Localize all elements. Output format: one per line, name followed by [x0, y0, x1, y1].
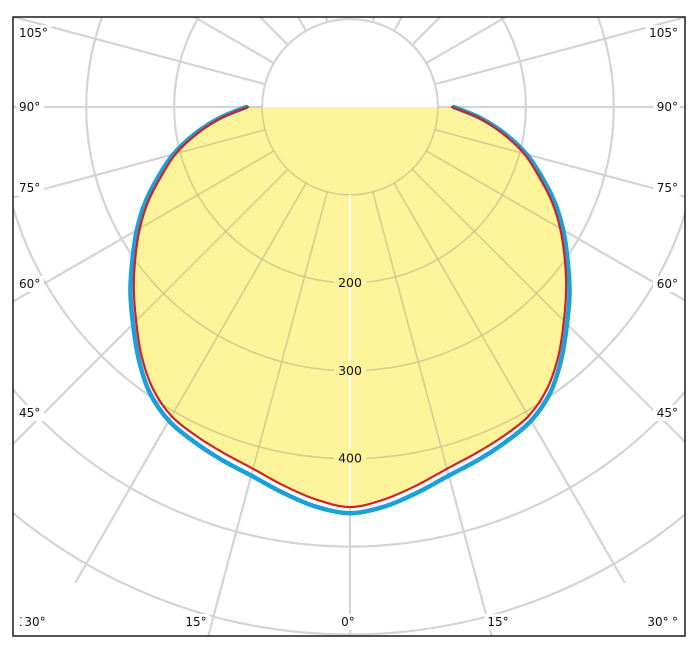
grid-spoke-overlay	[434, 128, 567, 250]
radial-tick-label: 400	[338, 451, 362, 466]
grid-spoke	[13, 17, 266, 86]
angle-tick-left: 75°	[19, 181, 40, 195]
angle-tick-left-bg	[17, 99, 44, 115]
angle-tick-right-bg	[645, 25, 680, 41]
grid-spoke-overlay	[133, 150, 275, 383]
series-line-red	[132, 105, 568, 509]
grid-spoke-overlay	[393, 182, 567, 508]
grid-spoke-overlay	[133, 182, 307, 508]
angle-tick-left-bg	[17, 276, 44, 292]
angle-tick-left: 60°	[19, 277, 40, 291]
angle-tick-bottom-bg	[338, 614, 358, 630]
angle-tick-bottom: 0°	[341, 615, 355, 629]
grid-spoke-overlay	[411, 168, 567, 497]
radial-tick-bg	[334, 449, 366, 465]
angle-tick-bottom: 15°	[487, 615, 508, 629]
grid-spoke-overlay	[371, 191, 493, 508]
grid-spoke-overlay	[133, 168, 289, 497]
grid-spoke	[434, 17, 685, 86]
angle-tick-bottom: 15°	[185, 615, 206, 629]
angle-tick-bottom-bg	[21, 614, 49, 630]
grid-spoke-overlay	[207, 191, 329, 508]
angle-tick-left: 90°	[19, 100, 40, 114]
angle-tick-bottom-bg	[484, 614, 512, 630]
angle-tick-right-bg	[653, 276, 680, 292]
angle-tick-bottom: 30°	[24, 615, 45, 629]
angle-tick-left-bg	[17, 405, 44, 421]
angle-tick-right: 90°	[657, 100, 678, 114]
angle-tick-left: 105°	[19, 26, 48, 40]
grid-spoke-overlay	[133, 128, 266, 250]
angle-tick-bottom-bg	[644, 614, 672, 630]
angle-tick-right-bg	[653, 405, 680, 421]
angle-tick-right: 105°	[649, 26, 678, 40]
grid-spoke-overlay	[425, 150, 567, 383]
angle-tick-bottom: 30°	[647, 615, 668, 629]
radial-tick-label: 300	[338, 363, 362, 378]
angle-tick-right: 60°	[657, 277, 678, 291]
angle-tick-left: 45°	[19, 406, 40, 420]
radial-tick-bg	[334, 273, 366, 289]
angle-tick-bottom-bg	[182, 614, 210, 630]
series-line-blue	[128, 104, 572, 516]
plot-frame	[12, 16, 686, 637]
label-layer: 200 300 400 105° 90° 75° 60° 45° 30° 105° 90° 75° 60…	[17, 25, 680, 630]
radial-tick-bg	[334, 361, 366, 377]
angle-tick-right-bg	[653, 99, 680, 115]
radial-tick-label: 200	[338, 275, 362, 290]
grid-spoke	[425, 17, 509, 64]
angle-tick-left-bg	[17, 25, 52, 41]
angle-tick-left-bg	[17, 180, 44, 196]
angle-tick-right-bg	[653, 180, 680, 196]
grid-spoke	[191, 17, 275, 64]
angle-tick-right: 75°	[657, 181, 678, 195]
angle-tick-right: 45°	[657, 406, 678, 420]
